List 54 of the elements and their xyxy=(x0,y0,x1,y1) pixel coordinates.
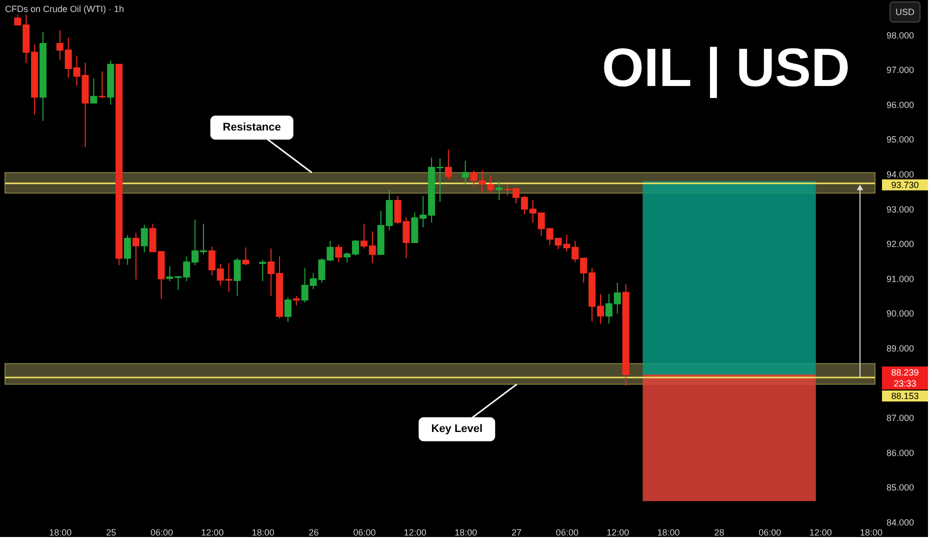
candlestick xyxy=(487,175,494,194)
y-tick-label: 98.000 xyxy=(886,30,914,40)
candlestick xyxy=(284,296,292,322)
x-tick-label: 18:00 xyxy=(454,528,478,538)
y-tick-label: 92.000 xyxy=(886,239,914,250)
x-tick-label: 06:00 xyxy=(556,528,578,538)
x-tick-label: 25 xyxy=(106,528,116,538)
x-tick-label: 26 xyxy=(308,528,319,538)
y-tick-label: 86.000 xyxy=(886,448,914,458)
y-tick-label: 85.000 xyxy=(886,482,914,493)
x-tick-label: 12:00 xyxy=(201,528,224,538)
candlestick xyxy=(259,259,266,282)
annotation: Resistance xyxy=(222,122,281,134)
y-tick-label: 93.000 xyxy=(886,204,914,214)
x-tick-label: 18:00 xyxy=(860,528,883,538)
y-tick-label: 91.000 xyxy=(886,274,914,284)
x-tick-label: 12:00 xyxy=(404,528,426,538)
y-tick-label: 84.000 xyxy=(886,518,914,528)
text: 88.239 xyxy=(891,367,919,378)
annotation: Key Level xyxy=(431,423,483,436)
candlestick xyxy=(234,258,241,296)
y-tick-label: 95.000 xyxy=(886,134,914,145)
candlestick xyxy=(90,78,98,104)
chart-subtitle: CFDs on Crude Oil (WTI) · 1h xyxy=(5,4,124,14)
candlestick xyxy=(444,149,452,180)
y-tick-label: 97.000 xyxy=(886,65,914,76)
candlestick xyxy=(496,180,503,201)
y-tick-label: 94.000 xyxy=(886,170,914,180)
x-tick-label: 27 xyxy=(512,528,522,538)
text: OIL | USD xyxy=(602,38,850,98)
candlestick xyxy=(335,244,342,263)
y-tick-label: 90.000 xyxy=(886,308,914,319)
y-tick-label: 89.000 xyxy=(886,344,914,354)
text: USD xyxy=(895,7,915,17)
candlestick xyxy=(462,160,469,184)
text: 23:33 xyxy=(894,378,916,388)
x-tick-label: 06:00 xyxy=(758,528,782,538)
x-tick-label: 18:00 xyxy=(252,528,274,538)
candlestick xyxy=(124,234,131,266)
candlestick xyxy=(242,246,250,266)
candlestick xyxy=(132,232,140,280)
candlestick xyxy=(140,224,148,253)
x-tick-label: 18:00 xyxy=(49,528,72,538)
y-tick-label: 87.000 xyxy=(886,413,914,424)
ref-line-label: 93.730 xyxy=(891,180,919,190)
x-tick-label: 06:00 xyxy=(150,528,174,538)
candlestick xyxy=(292,295,300,306)
ref-line-label: 88.153 xyxy=(891,390,919,401)
x-tick-label: 18:00 xyxy=(657,528,680,538)
x-tick-label: 28 xyxy=(714,528,724,538)
x-tick-label: 06:00 xyxy=(353,528,376,538)
y-tick-label: 96.000 xyxy=(886,100,914,110)
x-tick-label: 12:00 xyxy=(606,528,630,538)
x-tick-label: 12:00 xyxy=(809,528,832,538)
